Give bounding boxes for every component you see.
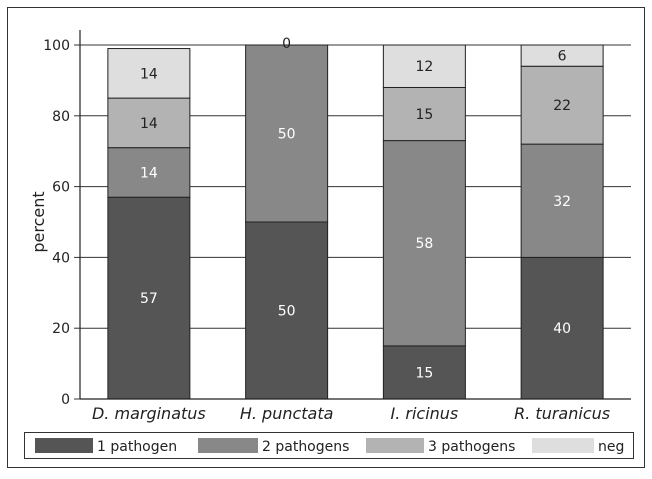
data-label: 57	[140, 291, 158, 307]
data-label: 50	[278, 127, 296, 143]
x-tick-label: D. marginatus	[92, 404, 206, 423]
data-label: 40	[553, 321, 571, 337]
y-tick-label: 0	[61, 392, 70, 408]
y-tick-label: 20	[52, 321, 70, 337]
bar-segment	[382, 345, 466, 400]
data-label: 14	[140, 66, 158, 82]
chart-border	[7, 7, 645, 468]
legend-swatch	[366, 438, 424, 453]
data-label: 0	[282, 36, 291, 52]
bar-segment	[107, 147, 191, 198]
bar-segment	[520, 256, 604, 400]
data-label: 22	[553, 98, 571, 114]
x-tick-label: H. punctata	[240, 404, 334, 423]
legend-label: 1 pathogen	[97, 439, 177, 455]
bar-segment	[520, 143, 604, 258]
data-label: 58	[415, 236, 433, 252]
bar-segment	[520, 44, 604, 67]
legend-label: 2 pathogens	[262, 439, 349, 455]
legend-swatch	[198, 438, 258, 453]
bar-segment	[245, 221, 329, 400]
y-tick-label: 100	[43, 38, 70, 54]
y-axis-label: percent	[29, 191, 48, 252]
data-label: 14	[140, 116, 158, 132]
data-label: 6	[558, 49, 567, 65]
bar-segment	[382, 44, 466, 88]
bar-segment	[107, 196, 191, 400]
y-tick-label: 80	[52, 109, 70, 125]
legend-swatch	[532, 438, 594, 453]
bar-segment	[382, 86, 466, 142]
data-label: 50	[278, 304, 296, 320]
y-tick-label: 40	[52, 250, 70, 266]
legend-label: 3 pathogens	[428, 439, 515, 455]
x-tick-label: I. ricinus	[390, 404, 458, 423]
bar-segment	[107, 48, 191, 99]
bar-segment	[245, 44, 329, 223]
data-label: 15	[415, 107, 433, 123]
bar-segment	[382, 140, 466, 347]
data-label: 32	[553, 194, 571, 210]
data-label: 12	[415, 59, 433, 75]
legend-box	[24, 432, 634, 459]
data-label: 15	[415, 365, 433, 381]
legend-swatch	[35, 438, 93, 453]
data-label: 14	[140, 165, 158, 181]
y-tick-label: 60	[52, 180, 70, 196]
x-tick-label: R. turanicus	[514, 404, 610, 423]
legend-label: neg	[598, 439, 624, 455]
bar-segment	[107, 97, 191, 149]
